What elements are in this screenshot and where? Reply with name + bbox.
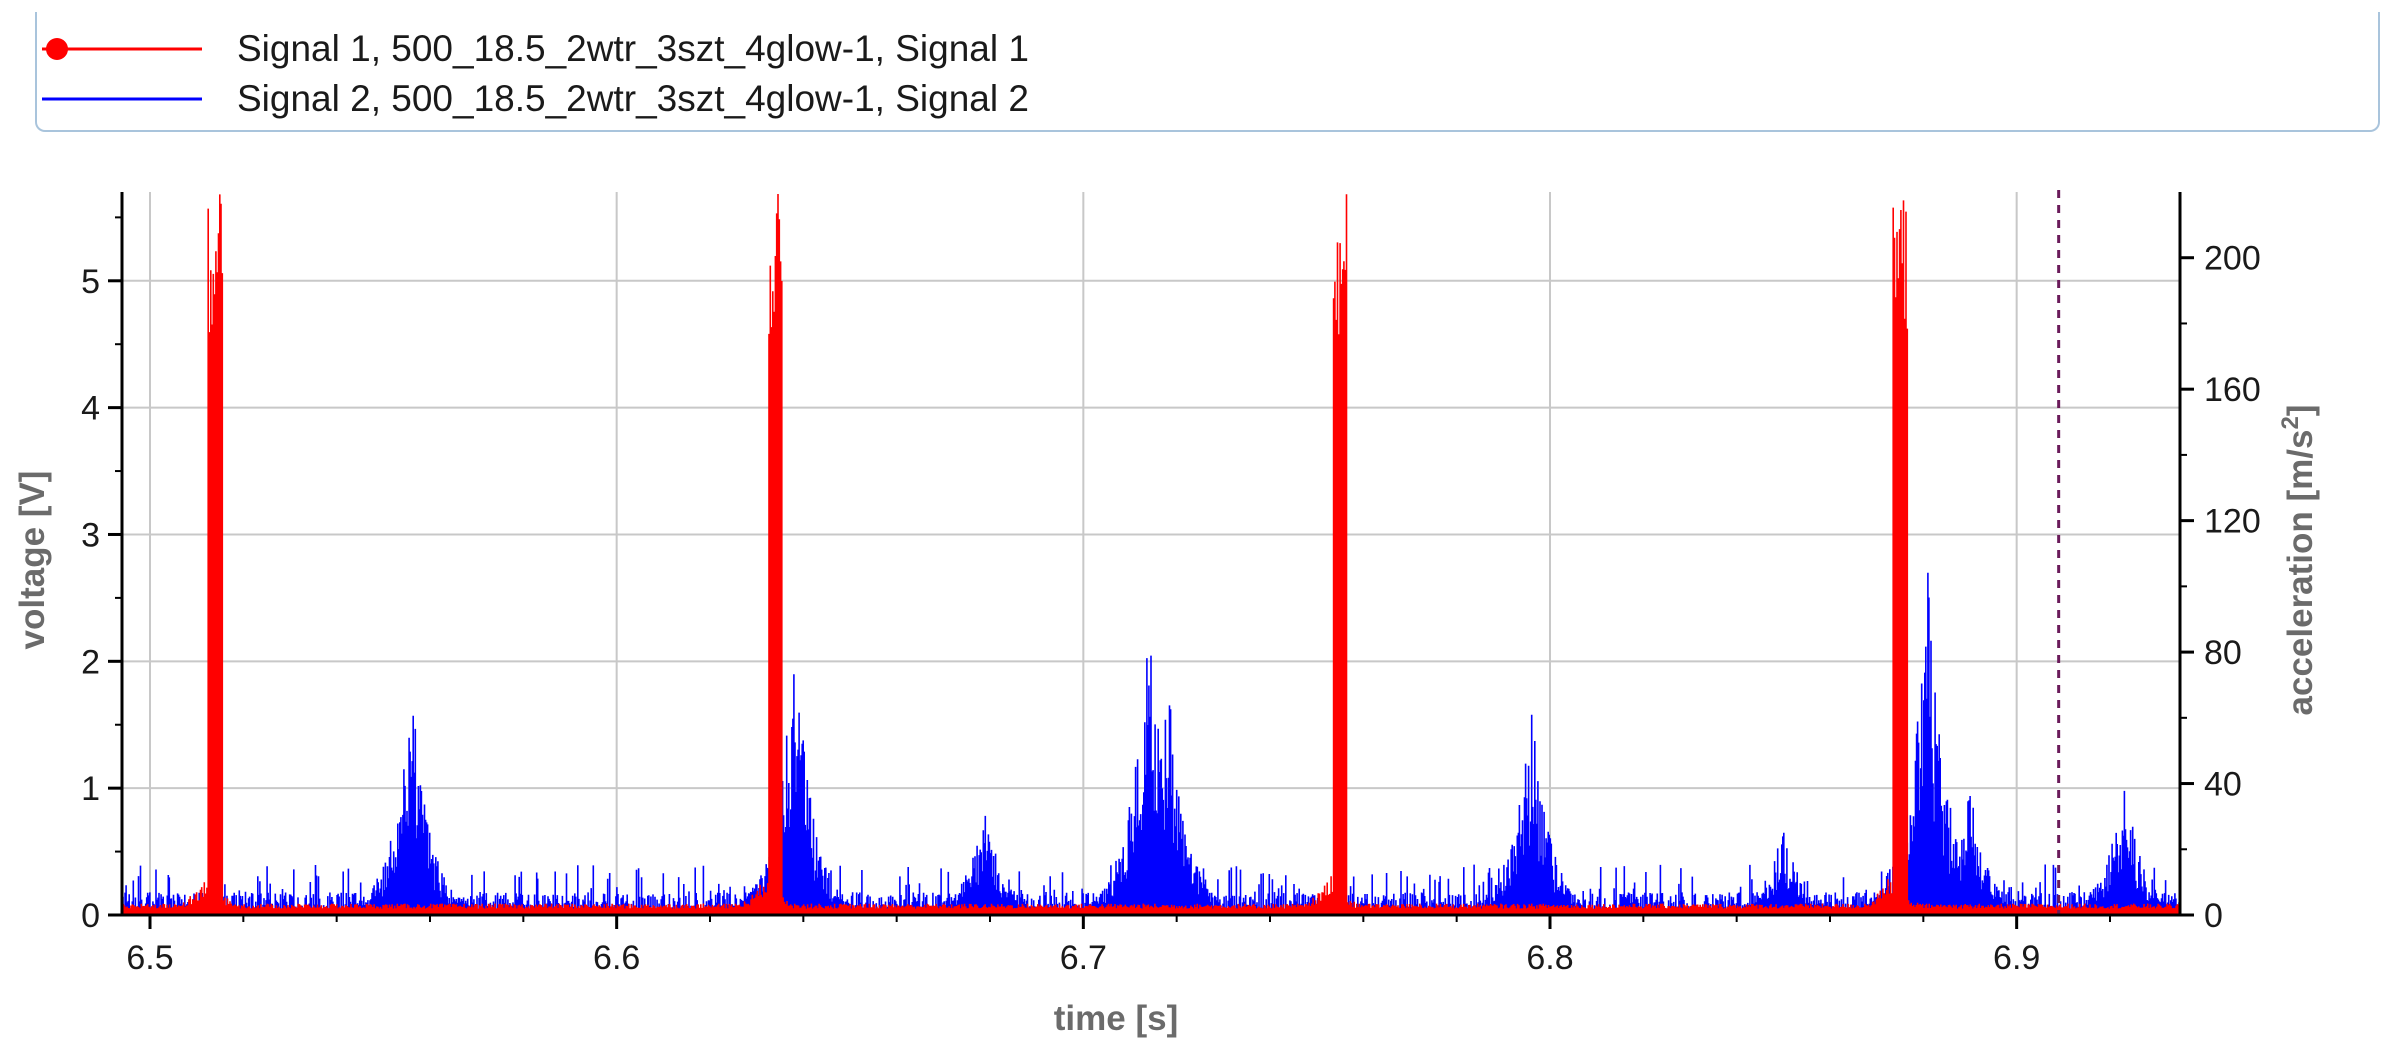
x-tick-label-6.8: 6.8 xyxy=(1526,939,1573,977)
y2-tick-label-120: 120 xyxy=(2204,503,2261,541)
y-axis-title-left: voltage [V] xyxy=(13,471,52,650)
y2-tick-label-80: 80 xyxy=(2204,634,2242,672)
legend-swatch-signal-2 xyxy=(42,97,202,101)
x-axis-title: time [s] xyxy=(1054,999,1178,1038)
legend-marker-dot-icon xyxy=(46,38,68,60)
y2-tick-label-40: 40 xyxy=(2204,766,2242,804)
y-tick-label-0: 0 xyxy=(81,897,100,935)
y-tick-label-4: 4 xyxy=(81,390,100,428)
y-tick-label-3: 3 xyxy=(81,516,100,554)
x-tick-label-6.7: 6.7 xyxy=(1060,939,1107,977)
y-tick-label-2: 2 xyxy=(81,643,100,681)
legend-item-signal-1[interactable]: Signal 1, 500_18.5_2wtr_3szt_4glow-1, Si… xyxy=(37,24,1029,74)
series-line-signal-2 xyxy=(121,572,2181,915)
y-tick-label-5: 5 xyxy=(81,263,100,301)
axes xyxy=(120,192,2182,917)
legend-label-signal-1: Signal 1, 500_18.5_2wtr_3szt_4glow-1, Si… xyxy=(237,28,1029,69)
x-tick-label-6.5: 6.5 xyxy=(126,939,173,977)
y2-title-sup: 2 xyxy=(2277,416,2304,429)
y2-tick-label-160: 160 xyxy=(2204,371,2261,409)
y2-title-end: ] xyxy=(2281,405,2320,417)
y2-tick-label-0: 0 xyxy=(2204,897,2223,935)
series-signal-2 xyxy=(121,572,2181,915)
y-axis-title-right: acceleration [m/s2] xyxy=(2277,405,2320,716)
y2-title-main: acceleration [m/s xyxy=(2281,430,2320,716)
legend-label-signal-2: Signal 2, 500_18.5_2wtr_3szt_4glow-1, Si… xyxy=(237,78,1029,119)
legend-item-signal-2[interactable]: Signal 2, 500_18.5_2wtr_3szt_4glow-1, Si… xyxy=(37,74,1029,124)
x-tick-label-6.6: 6.6 xyxy=(593,939,640,977)
y2-tick-label-200: 200 xyxy=(2204,240,2261,278)
x-tick-label-6.9: 6.9 xyxy=(1993,939,2040,977)
legend: Signal 1, 500_18.5_2wtr_3szt_4glow-1, Si… xyxy=(35,12,2380,132)
ticks: 6.5 6.6 6.7 6.8 6.9 0 1 2 3 4 5 0 40 80 120 160 200 xyxy=(81,216,2261,977)
legend-swatch-signal-1 xyxy=(42,38,202,60)
y-tick-label-1: 1 xyxy=(81,770,100,808)
